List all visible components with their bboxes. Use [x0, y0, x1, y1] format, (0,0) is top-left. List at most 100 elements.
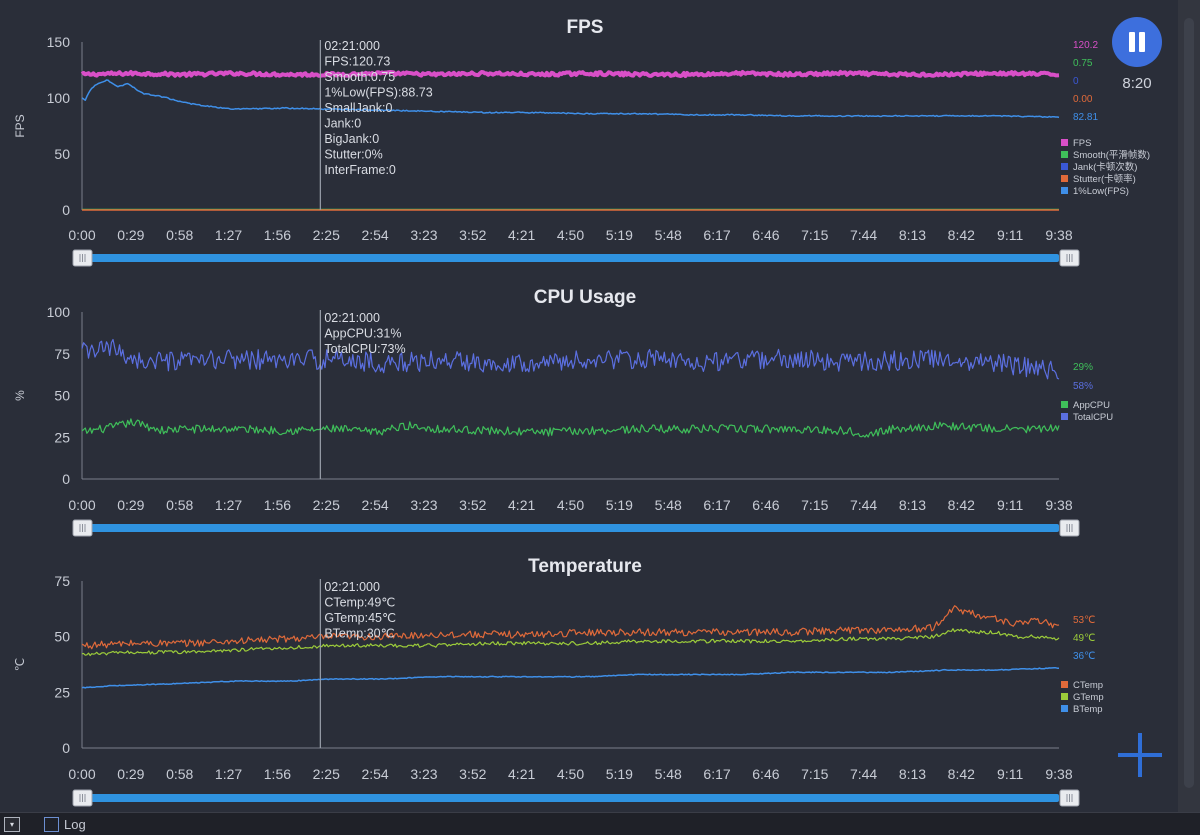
x-tick-label: 0:00 [68, 766, 95, 782]
legend-value: 36℃ [1073, 651, 1095, 662]
elapsed-timer: 8:20 [1122, 75, 1152, 92]
y-axis-label: FPS [13, 114, 27, 137]
x-tick-label: 1:56 [264, 497, 291, 513]
y-tick-label: 100 [47, 304, 71, 320]
legend-value: 53℃ [1073, 615, 1095, 626]
legend-value: 29% [1073, 362, 1093, 373]
x-tick-label: 7:15 [801, 227, 828, 243]
right-scrollbar[interactable] [1178, 0, 1200, 812]
cursor-readout: 02:21:000 [324, 39, 380, 53]
legend-value: 120.2 [1073, 40, 1098, 51]
x-tick-label: 0:29 [117, 766, 144, 782]
scrollbar-thumb[interactable] [1184, 18, 1194, 788]
x-tick-label: 8:13 [899, 766, 926, 782]
legend-label: CTemp [1073, 680, 1103, 691]
legend-label: GTemp [1073, 692, 1104, 703]
chart-title: CPU Usage [534, 287, 636, 308]
x-tick-label: 5:48 [655, 497, 682, 513]
series-line-btemp [81, 667, 1059, 689]
cursor-readout: CTemp:49℃ [324, 596, 395, 610]
pause-icon-bar [1139, 32, 1145, 52]
cursor-readout: SmallJank:0 [324, 101, 392, 115]
legend-label: 1%Low(FPS) [1073, 186, 1129, 197]
y-tick-label: 0 [62, 202, 70, 218]
x-tick-label: 9:38 [1045, 227, 1072, 243]
log-label: Log [64, 817, 86, 832]
pause-icon [1129, 32, 1135, 52]
x-tick-label: 7:44 [850, 497, 877, 513]
time-range-slider[interactable] [72, 519, 1080, 537]
x-tick-label: 7:44 [850, 766, 877, 782]
x-tick-label: 2:54 [361, 766, 388, 782]
x-tick-label: 0:58 [166, 227, 193, 243]
x-tick-label: 6:46 [752, 497, 779, 513]
x-tick-label: 4:50 [557, 227, 584, 243]
legend-label: Jank(卡顿次数) [1073, 161, 1137, 173]
cursor-readout: InterFrame:0 [324, 163, 396, 177]
series-line-1lowfps [81, 79, 1060, 119]
x-tick-label: 5:19 [606, 227, 633, 243]
legend-label: AppCPU [1073, 400, 1110, 411]
x-tick-label: 8:13 [899, 497, 926, 513]
y-tick-label: 25 [54, 684, 70, 700]
legend-value: 58% [1073, 381, 1093, 392]
legend-value: 82.81 [1073, 112, 1098, 123]
x-tick-label: 7:15 [801, 497, 828, 513]
x-tick-label: 2:54 [361, 227, 388, 243]
x-tick-label: 0:58 [166, 766, 193, 782]
x-tick-label: 8:13 [899, 227, 926, 243]
x-tick-label: 6:46 [752, 227, 779, 243]
charts-canvas: FPS FPS 0 50 100 150 0:00 0:29 0:58 1:27 1:56 2:25 2… [13, 17, 1150, 807]
cursor-readout: Stutter:0% [324, 148, 382, 162]
y-tick-label: 50 [54, 388, 70, 404]
x-tick-label: 4:50 [557, 766, 584, 782]
x-tick-label: 1:56 [264, 766, 291, 782]
x-tick-label: 3:23 [410, 227, 437, 243]
legend-value: 49℃ [1073, 633, 1095, 644]
x-tick-label: 8:42 [948, 497, 975, 513]
x-tick-label: 6:17 [703, 497, 730, 513]
legend-swatch [1061, 139, 1068, 146]
x-tick-label: 6:46 [752, 766, 779, 782]
x-tick-label: 3:23 [410, 766, 437, 782]
x-tick-label: 1:27 [215, 227, 242, 243]
x-tick-label: 7:15 [801, 766, 828, 782]
add-button[interactable] [1116, 731, 1164, 779]
x-tick-label: 9:11 [997, 497, 1023, 513]
chart-panel-2: CPU Usage% 0 25 50 75 100 0:00 0:29 0:58 1:27 1:56… [13, 287, 1113, 537]
bottom-toolbar: ▾ Log [0, 812, 1200, 835]
x-tick-label: 3:23 [410, 497, 437, 513]
chart-panel-1: FPS FPS 0 50 100 150 0:00 0:29 0:58 1:27 1:56 2:25 2… [13, 17, 1150, 267]
pause-button[interactable] [1112, 17, 1162, 67]
x-tick-label: 4:21 [508, 766, 535, 782]
chart-title: Temperature [528, 556, 642, 577]
slider-track[interactable] [82, 524, 1059, 532]
x-tick-label: 4:50 [557, 497, 584, 513]
legend-swatch [1061, 401, 1068, 408]
time-range-slider[interactable] [72, 249, 1080, 267]
legend-swatch [1061, 413, 1068, 420]
legend-label: Smooth(平滑帧数) [1073, 149, 1150, 161]
time-range-slider[interactable] [72, 789, 1080, 807]
y-tick-label: 50 [54, 146, 70, 162]
legend-label: Stutter(卡顿率) [1073, 173, 1136, 185]
log-checkbox[interactable] [44, 817, 59, 832]
legend-swatch [1061, 705, 1068, 712]
x-tick-label: 2:54 [361, 497, 388, 513]
legend-value: 0 [1073, 76, 1079, 87]
legend-swatch [1061, 681, 1068, 688]
x-tick-label: 6:17 [703, 766, 730, 782]
y-tick-label: 100 [47, 90, 71, 106]
x-tick-label: 9:38 [1045, 766, 1072, 782]
series-line-fps [80, 69, 1060, 78]
slider-track[interactable] [82, 794, 1059, 802]
slider-track[interactable] [82, 254, 1059, 262]
y-tick-label: 50 [54, 629, 70, 645]
dropdown-toggle[interactable]: ▾ [4, 817, 20, 832]
x-tick-label: 8:42 [948, 227, 975, 243]
cursor-readout: 1%Low(FPS):88.73 [324, 86, 432, 100]
x-tick-label: 2:25 [313, 766, 340, 782]
x-tick-label: 8:42 [948, 766, 975, 782]
legend-swatch [1061, 693, 1068, 700]
x-tick-label: 7:44 [850, 227, 877, 243]
